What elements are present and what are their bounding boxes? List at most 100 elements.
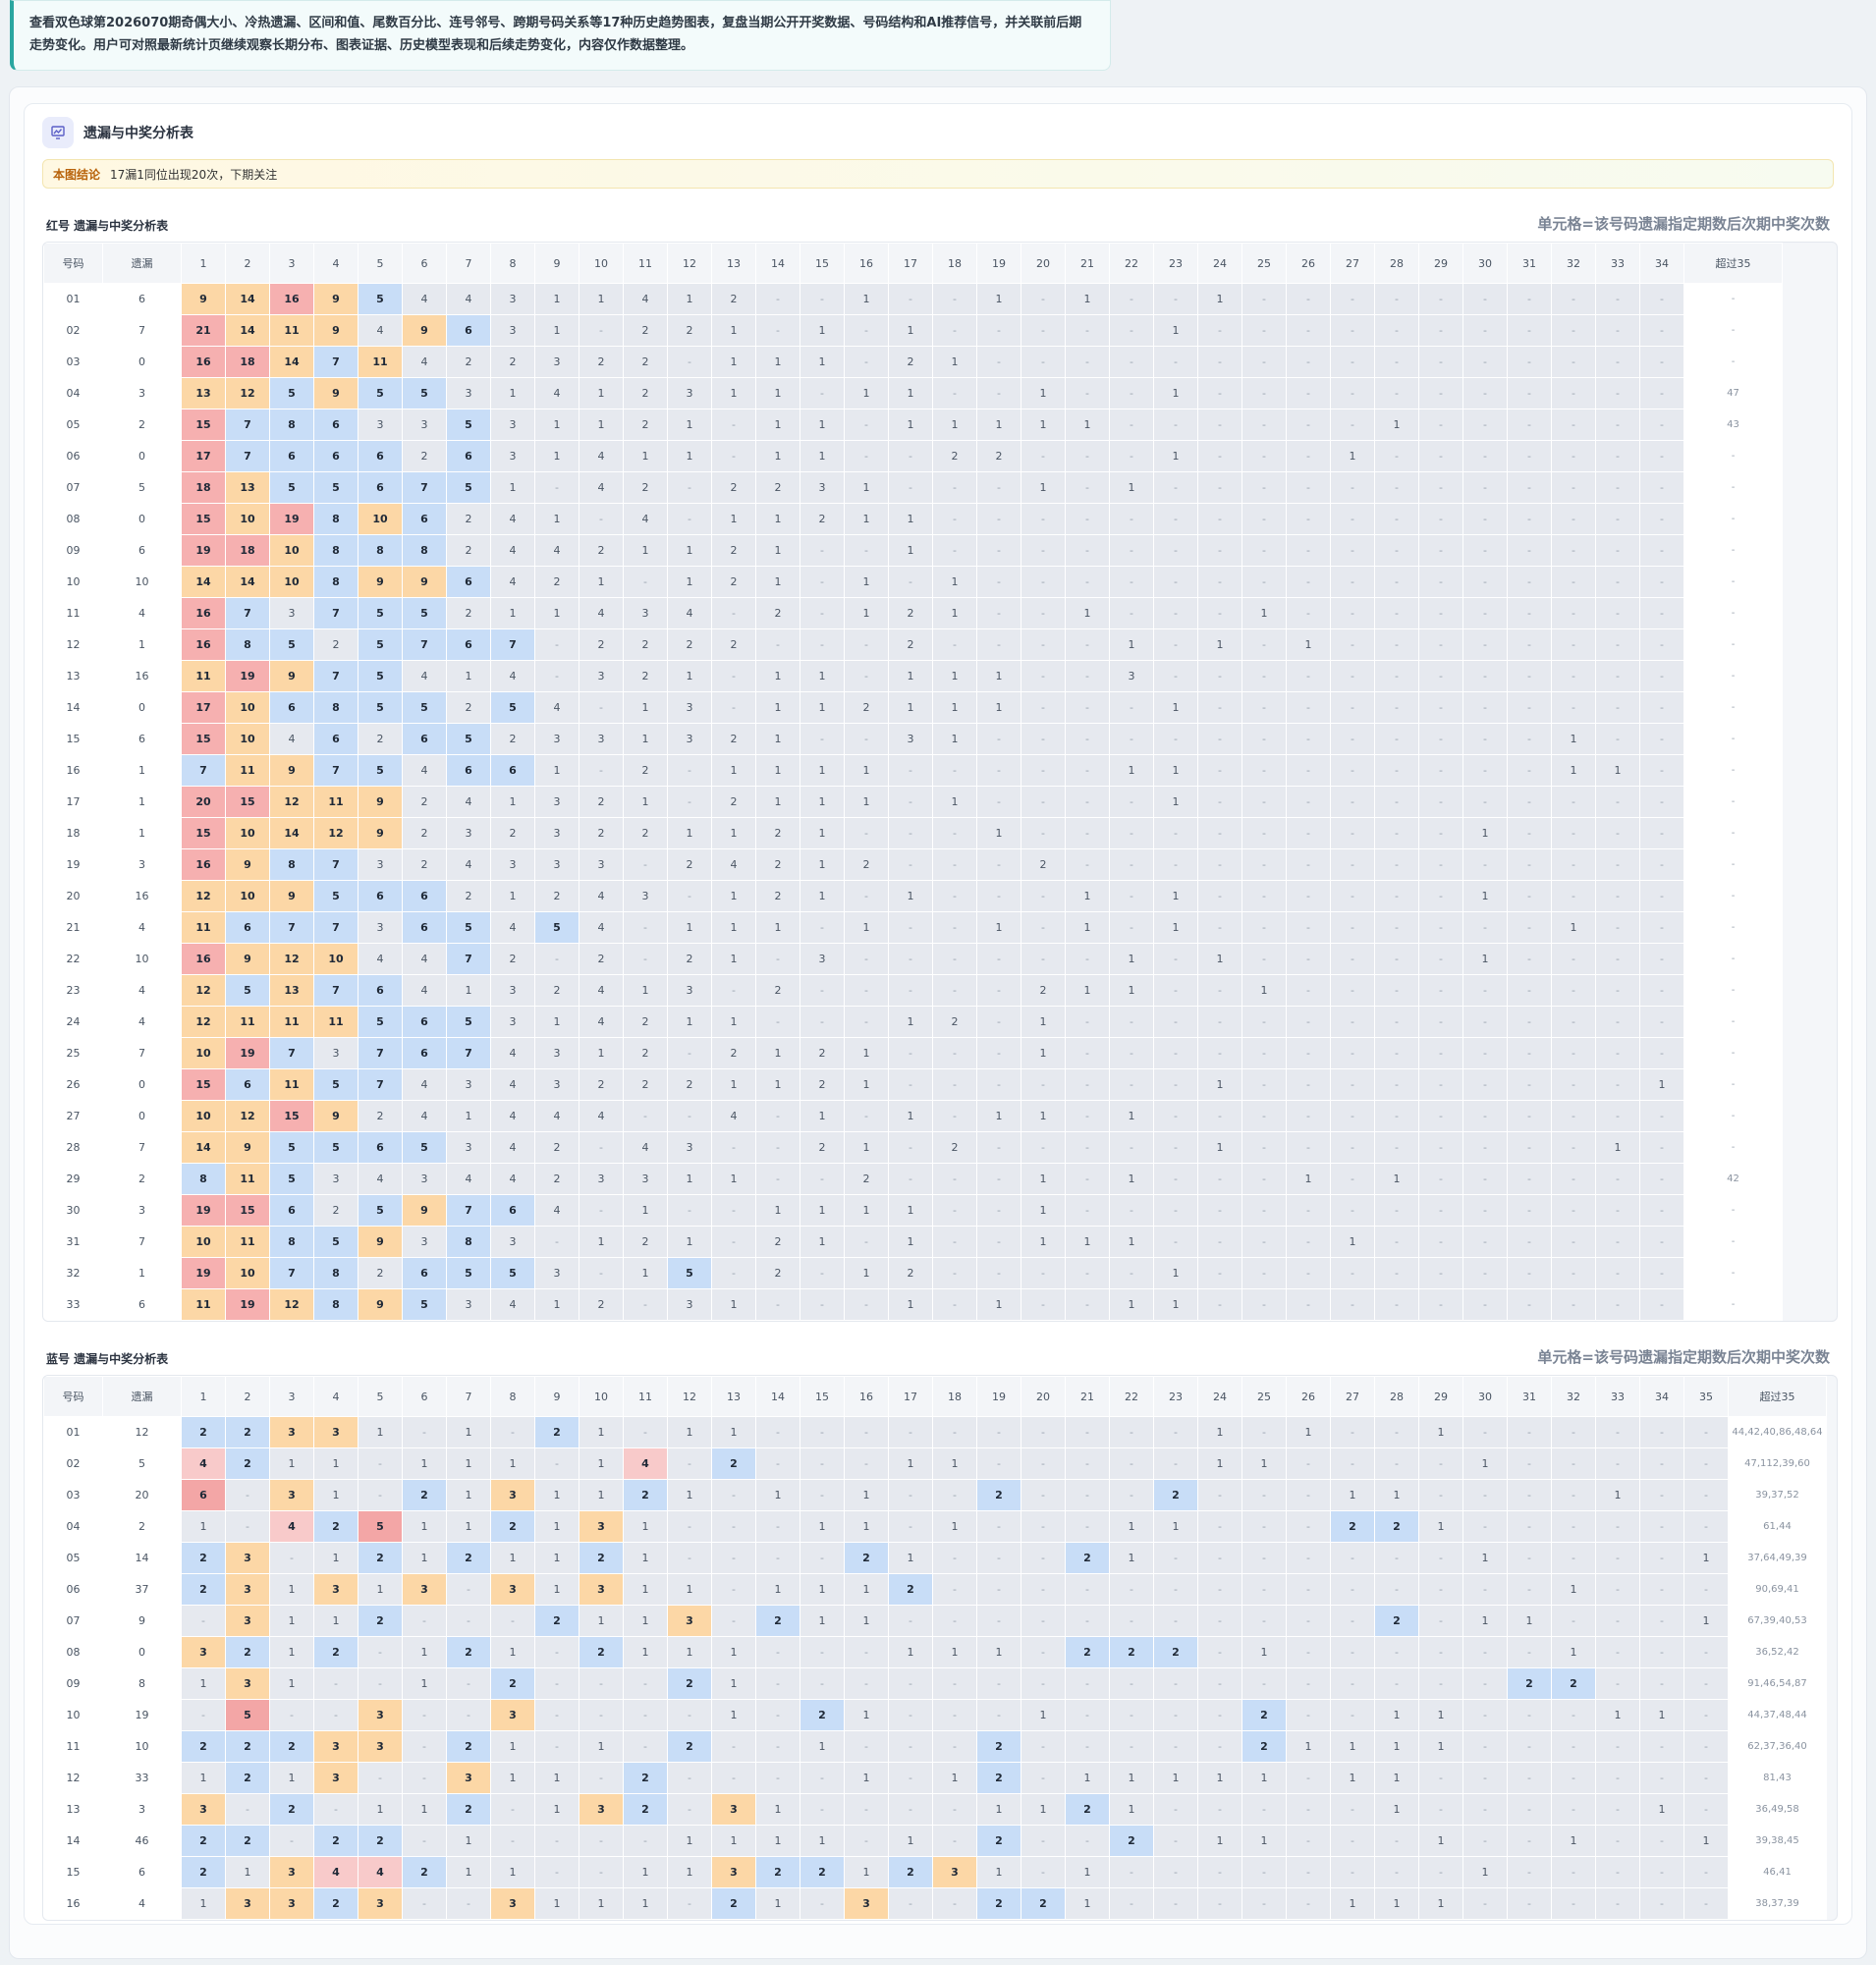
hit-count: 6 [358, 1131, 403, 1164]
hit-count: - [1639, 1037, 1684, 1069]
hit-count: - [1418, 597, 1463, 629]
hit-count: 1 [800, 660, 845, 692]
table-row: 03 20 6-3 1-2 1 3 1 1 2 1-1-1- -2- - -2- - -1 1- - - -1- -3… [43, 1479, 1827, 1511]
hit-count: 7 [358, 1068, 403, 1101]
hit-count: 11 [313, 786, 359, 818]
hit-count: 1 [1374, 1762, 1419, 1794]
hit-count: - [844, 628, 889, 661]
hit-count: - [1374, 314, 1419, 347]
table-row: 12 33 1 2 1 3- -3 1 1-2- - - -1-1 2-1 1 1 1 1-1 1- - - - - - -8… [43, 1762, 1827, 1794]
hit-count: - [1021, 754, 1066, 787]
conclusion-text: 17漏1同位出现20次，下期关注 [110, 167, 278, 182]
hit-count: 1 [1197, 1447, 1242, 1480]
hit-count: - [1109, 817, 1154, 849]
table-row: 04 3 13 12 5 9 5 5 3 1 4 1 2 3 1 1-1 1- -1- -1- - - - - - - - - - -4… [43, 377, 1783, 409]
hit-count: - [446, 1667, 491, 1700]
hit-count: 1 [976, 911, 1021, 944]
hit-count: - [1374, 723, 1419, 755]
hit-count: - [1507, 723, 1552, 755]
hit-count: - [932, 1163, 977, 1195]
hit-count: 2 [579, 346, 624, 378]
hit-count: - [1153, 817, 1198, 849]
hit-count: - [976, 597, 1021, 629]
hit-count: 4 [579, 974, 624, 1007]
hit-count: 6 [402, 503, 447, 535]
hit-count: - [1418, 1573, 1463, 1606]
over-35: - [1683, 597, 1783, 629]
table-row: 05 14 2 3-1 2 1 2 1 1 2 1- - - -2 1- - -2 1- - - - - - -1- - - -1 3… [43, 1542, 1827, 1574]
hit-count: 2 [623, 1037, 668, 1069]
hit-count: - [1330, 848, 1375, 881]
hit-count: - [667, 1100, 712, 1132]
panel-header: 遗漏与中奖分析表 [42, 116, 1834, 149]
hit-count: 1 [667, 1856, 712, 1888]
analysis-panel: 遗漏与中奖分析表 本图结论 17漏1同位出现20次，下期关注 红号 遗漏与中奖分… [24, 103, 1852, 1925]
hit-count: 4 [402, 283, 447, 315]
hit-count: - [1374, 660, 1419, 692]
hit-count: 14 [225, 314, 270, 347]
hit-count: 1 [358, 1573, 403, 1606]
hit-count: 5 [313, 1226, 359, 1258]
hit-count: 4 [623, 1131, 668, 1164]
hit-count: - [623, 1699, 668, 1731]
hit-count: - [667, 1793, 712, 1826]
hit-count: 3 [269, 1887, 314, 1920]
table-row: 22 10 16 9 12 10 4 4 7 2-2-2 1-3- - - - - -1-1- - - - -1- - -… [43, 943, 1783, 975]
hit-count: 6 [402, 1006, 447, 1038]
hit-count: 1 [623, 1636, 668, 1668]
hit-count: - [1153, 848, 1198, 881]
hit-count: - [1595, 880, 1640, 912]
miss-count: 3 [102, 848, 182, 881]
hit-count: - [1286, 314, 1331, 347]
miss-count: 20 [102, 1479, 182, 1511]
over-35: - [1683, 848, 1783, 881]
hit-count: 2 [844, 1542, 889, 1574]
hit-count: - [1197, 1100, 1242, 1132]
hit-count: 6 [402, 880, 447, 912]
miss-count: 1 [102, 1257, 182, 1289]
hit-count: 2 [579, 628, 624, 661]
hit-count: 3 [446, 817, 491, 849]
hit-count: 1 [1595, 1699, 1640, 1731]
hit-count: - [1197, 660, 1242, 692]
hit-count: 4 [402, 974, 447, 1007]
table-title: 红号 遗漏与中奖分析表 [46, 219, 169, 233]
over-35: - [1683, 974, 1783, 1007]
hit-count: - [844, 534, 889, 567]
hit-count: 1 [1065, 911, 1110, 944]
hit-count: 1 [755, 377, 800, 409]
hit-count: 7 [313, 911, 359, 944]
hit-count: 7 [313, 754, 359, 787]
ball-number: 06 [43, 440, 103, 472]
hit-count: 2 [844, 1163, 889, 1195]
hit-count: - [1507, 1856, 1552, 1888]
hit-count: - [1021, 1257, 1066, 1289]
table-row: 07 5 18 13 5 5 6 7 5 1-4 2-2 2 3 1- - -1-1- - - - - - - - - - - - - [43, 471, 1783, 504]
hit-count: 4 [402, 346, 447, 378]
hit-count: 3 [402, 409, 447, 441]
hit-count: 11 [225, 1006, 270, 1038]
hit-count: 14 [269, 346, 314, 378]
hit-count: - [1374, 1825, 1419, 1857]
hit-count: - [1551, 1605, 1596, 1637]
hit-count: 1 [1330, 1226, 1375, 1258]
hit-count: - [1551, 1131, 1596, 1164]
hit-count: 3 [800, 943, 845, 975]
over-35: - [1683, 1131, 1783, 1164]
hit-count: 5 [446, 409, 491, 441]
hit-count: 4 [490, 660, 535, 692]
hit-count: 1 [1153, 786, 1198, 818]
hit-count: - [1153, 723, 1198, 755]
hit-count: - [1462, 534, 1508, 567]
hit-count: 10 [181, 1037, 226, 1069]
hit-count: - [1241, 1288, 1287, 1321]
hit-count: 1 [800, 880, 845, 912]
hit-count: 3 [490, 1479, 535, 1511]
hit-count: 2 [755, 597, 800, 629]
hit-count: 1 [844, 597, 889, 629]
hit-count: 1 [1639, 1068, 1684, 1101]
miss-count: 6 [102, 723, 182, 755]
hit-count: - [1286, 440, 1331, 472]
hit-count: 5 [446, 471, 491, 504]
chart-icon [51, 126, 65, 139]
